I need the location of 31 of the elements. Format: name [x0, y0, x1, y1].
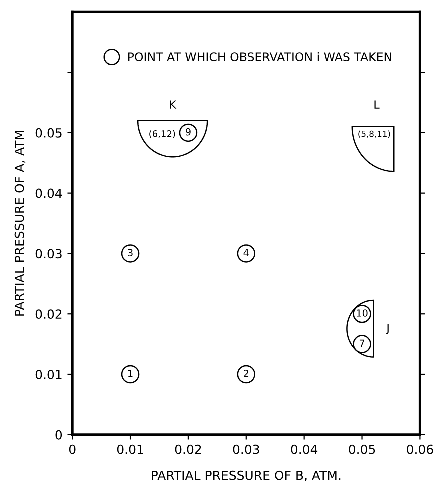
y-tick-label: 0.03: [36, 249, 62, 259]
annotation: L: [374, 100, 380, 109]
x-tick-label: 0.03: [233, 444, 260, 454]
y-tick-label: 0.04: [36, 188, 62, 198]
x-tick-label: 0.06: [407, 444, 434, 454]
point: [237, 365, 256, 384]
x-tick-label: 0.04: [291, 444, 318, 454]
x-tick-label: 0.01: [117, 444, 144, 454]
annotation: (6,12): [150, 130, 176, 138]
y-axis-title: PARTIAL PRESSURE OF A, ATM: [14, 131, 26, 316]
point: [121, 365, 140, 384]
annotation: (5,8,11): [358, 130, 390, 138]
annotation: J: [386, 324, 389, 334]
x-tick-label: 0: [69, 444, 76, 454]
annotation: 1: [128, 370, 133, 378]
x-axis-title: PARTIAL PRESSURE OF B, ATM.: [152, 470, 341, 482]
annotation: 7: [360, 340, 365, 347]
annotation: 4: [244, 249, 249, 256]
legend-label: POINT AT WHICH OBSERVATION i WAS TAKEN: [128, 52, 392, 62]
y-tick-label: 0.05: [36, 128, 62, 138]
y-tick-label: 0.01: [36, 370, 62, 380]
annotation: 10: [357, 310, 368, 317]
annotation: K: [170, 100, 177, 109]
annotation: 2: [244, 370, 249, 378]
y-tick-label: 0: [56, 430, 62, 440]
y-tick-label: 0.02: [36, 310, 62, 320]
point: [353, 335, 372, 354]
annotation: 9: [186, 128, 191, 136]
annotation: 3: [128, 249, 133, 257]
x-tick-label: 0.02: [175, 444, 202, 454]
x-tick-label: 0.05: [349, 444, 376, 454]
